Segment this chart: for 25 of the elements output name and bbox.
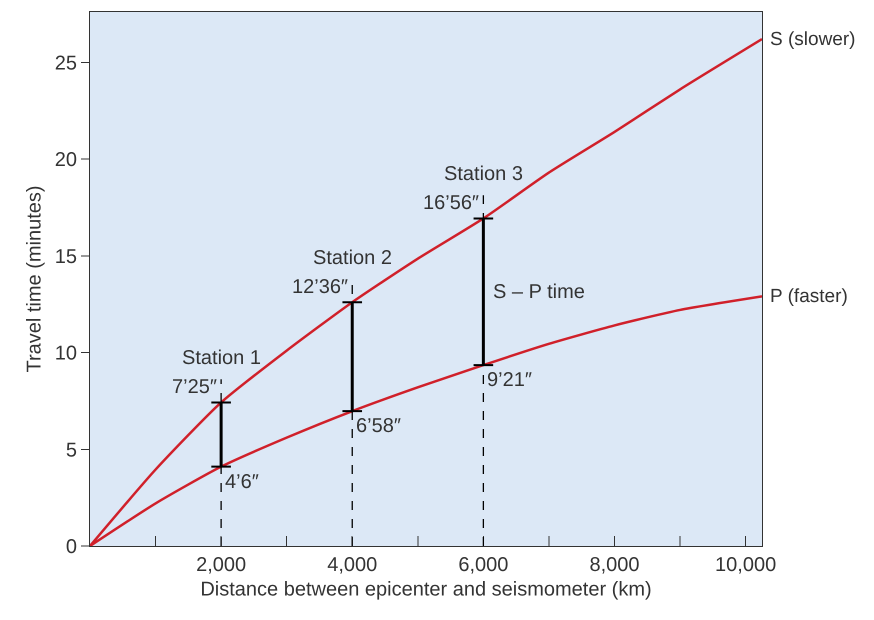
y-tick-label: 15 [54, 246, 77, 268]
x-tick-label: 10,000 [715, 554, 776, 576]
annotation: 7’25″ [172, 376, 217, 398]
annotation: 9’21″ [487, 369, 532, 391]
y-tick-label: 20 [54, 149, 77, 172]
x-tick-label: 2,000 [196, 554, 246, 576]
y-tick-label: 10 [54, 342, 77, 365]
annotation: 6’58″ [356, 415, 401, 437]
series-label: P (faster) [770, 286, 848, 307]
series-label: S – P time [493, 281, 585, 303]
ref-line-label: Station 2 [313, 247, 392, 269]
series-label: S (slower) [770, 29, 856, 50]
annotation: 4’6″ [225, 471, 259, 493]
x-axis-title: Distance between epicenter and seismometer (km) [200, 578, 652, 600]
annotation: 16’56″ [423, 192, 480, 214]
x-tick-label: 6,000 [458, 554, 508, 576]
y-tick-label: 25 [54, 52, 77, 74]
x-tick-label: 8,000 [589, 554, 640, 576]
annotation: 12’36″ [292, 276, 348, 298]
y-tick-label: 5 [66, 439, 77, 462]
y-axis-title: Travel time (minutes) [23, 185, 46, 373]
ref-line-label: Station 1 [182, 347, 261, 369]
x-tick-label: 4,000 [327, 554, 378, 576]
ref-line-label: Station 3 [444, 163, 523, 185]
y-tick-label: 0 [66, 536, 77, 558]
